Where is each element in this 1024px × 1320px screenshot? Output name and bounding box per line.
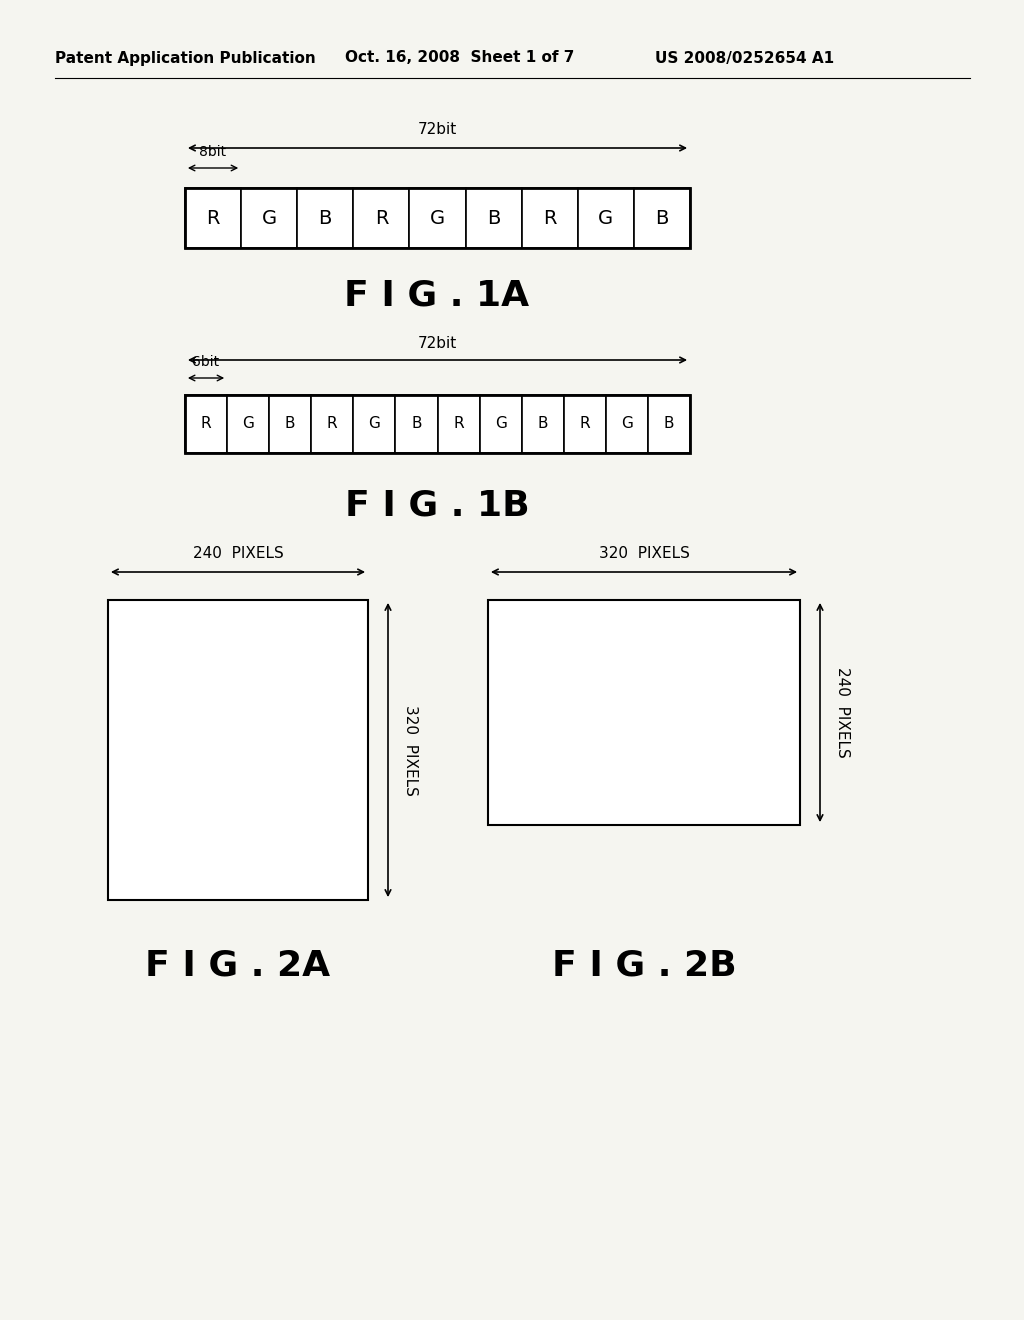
Text: US 2008/0252654 A1: US 2008/0252654 A1	[655, 50, 835, 66]
Bar	[648, 395, 690, 453]
Text: G: G	[495, 417, 507, 432]
Text: B: B	[487, 209, 501, 227]
Text: Patent Application Publication: Patent Application Publication	[54, 50, 315, 66]
Text: 240  PIXELS: 240 PIXELS	[193, 546, 284, 561]
Bar	[578, 187, 634, 248]
Text: F I G . 2A: F I G . 2A	[145, 948, 331, 982]
Text: R: R	[327, 417, 338, 432]
Text: F I G . 2B: F I G . 2B	[552, 948, 736, 982]
Bar	[634, 187, 690, 248]
Bar	[185, 395, 227, 453]
Text: G: G	[598, 209, 613, 227]
Text: 6bit: 6bit	[193, 355, 219, 370]
Text: B: B	[655, 209, 669, 227]
Bar	[185, 187, 690, 248]
Bar	[521, 395, 564, 453]
Text: 72bit: 72bit	[418, 123, 457, 137]
Text: B: B	[538, 417, 548, 432]
Bar	[108, 601, 368, 900]
Text: R: R	[201, 417, 211, 432]
Bar	[410, 187, 466, 248]
Text: F I G . 1B: F I G . 1B	[345, 488, 529, 521]
Bar	[564, 395, 606, 453]
Text: Oct. 16, 2008  Sheet 1 of 7: Oct. 16, 2008 Sheet 1 of 7	[345, 50, 574, 66]
Bar	[466, 187, 521, 248]
Text: 320  PIXELS: 320 PIXELS	[402, 705, 418, 796]
Bar	[353, 395, 395, 453]
Text: G: G	[261, 209, 276, 227]
Text: R: R	[206, 209, 220, 227]
Text: G: G	[621, 417, 633, 432]
Bar	[185, 395, 690, 453]
Bar	[185, 187, 241, 248]
Bar	[227, 395, 269, 453]
Text: G: G	[430, 209, 445, 227]
Bar	[297, 187, 353, 248]
Text: R: R	[580, 417, 590, 432]
Bar	[311, 395, 353, 453]
Text: G: G	[369, 417, 380, 432]
Text: 8bit: 8bit	[200, 145, 226, 158]
Text: F I G . 1A: F I G . 1A	[344, 279, 529, 312]
Text: R: R	[543, 209, 556, 227]
Text: 72bit: 72bit	[418, 335, 457, 351]
Text: R: R	[454, 417, 464, 432]
Text: G: G	[243, 417, 254, 432]
Bar	[479, 395, 521, 453]
Bar	[269, 395, 311, 453]
Bar	[353, 187, 410, 248]
Text: R: R	[375, 209, 388, 227]
Text: B: B	[285, 417, 296, 432]
Text: B: B	[664, 417, 674, 432]
Bar	[395, 395, 437, 453]
Bar	[606, 395, 648, 453]
Text: 240  PIXELS: 240 PIXELS	[835, 667, 850, 758]
Bar	[488, 601, 800, 825]
Bar	[437, 395, 479, 453]
Text: B: B	[318, 209, 332, 227]
Text: B: B	[412, 417, 422, 432]
Bar	[241, 187, 297, 248]
Bar	[521, 187, 578, 248]
Text: 320  PIXELS: 320 PIXELS	[599, 546, 689, 561]
